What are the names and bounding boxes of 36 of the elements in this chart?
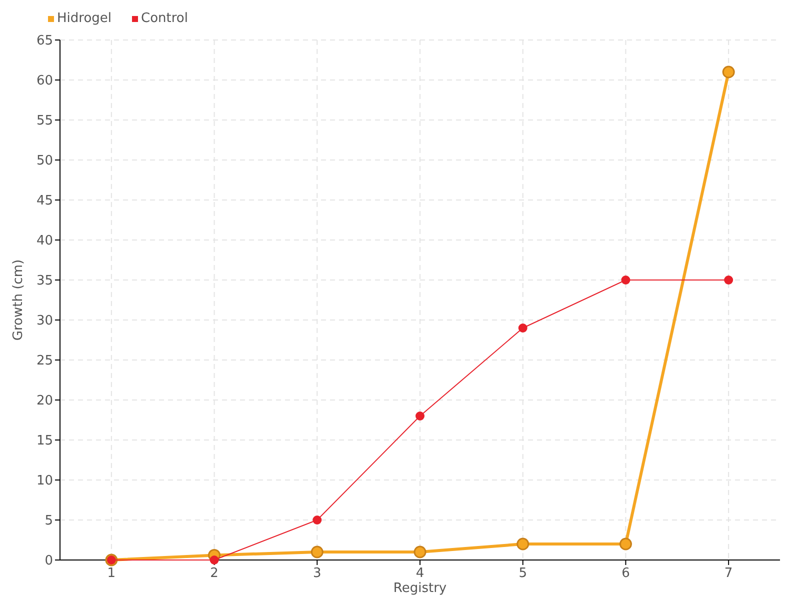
point xyxy=(516,538,530,550)
point xyxy=(518,324,528,332)
y-tick-label: 10 xyxy=(36,474,53,489)
x-tick-label: 2 xyxy=(210,566,218,581)
y-axis-title: Growth (cm) xyxy=(11,259,26,341)
y-tick-label: 35 xyxy=(36,274,53,289)
x-axis-title: Registry xyxy=(393,581,447,596)
point xyxy=(621,276,630,284)
point xyxy=(619,538,632,550)
legend-label: Control xyxy=(141,11,188,26)
x-tick-label: 1 xyxy=(107,566,116,581)
y-tick-label: 25 xyxy=(36,354,53,369)
y-tick-label: 40 xyxy=(36,234,53,249)
y-tick-label: 0 xyxy=(44,554,53,569)
x-tick-label: 3 xyxy=(313,566,322,581)
y-tick-label: 45 xyxy=(36,194,53,209)
point xyxy=(312,516,322,524)
y-tick-label: 65 xyxy=(36,34,53,49)
y-tick-label: 15 xyxy=(36,434,53,449)
x-tick-label: 7 xyxy=(724,566,733,581)
x-tick-label: 6 xyxy=(622,566,630,581)
y-tick-label: 5 xyxy=(44,514,53,529)
y-tick-label: 30 xyxy=(36,314,53,329)
y-tick-label: 20 xyxy=(36,394,53,409)
y-tick-label: 60 xyxy=(36,74,53,89)
x-tick-label: 4 xyxy=(416,566,424,581)
point xyxy=(210,556,219,564)
legend-label: Hidrogel xyxy=(57,11,112,26)
point xyxy=(724,276,734,284)
point xyxy=(416,412,424,420)
point xyxy=(722,66,735,78)
y-tick-label: 50 xyxy=(36,154,53,169)
x-tick-label: 5 xyxy=(518,566,527,581)
point xyxy=(310,546,324,558)
y-tick-label: 55 xyxy=(36,114,53,129)
point xyxy=(414,546,426,558)
